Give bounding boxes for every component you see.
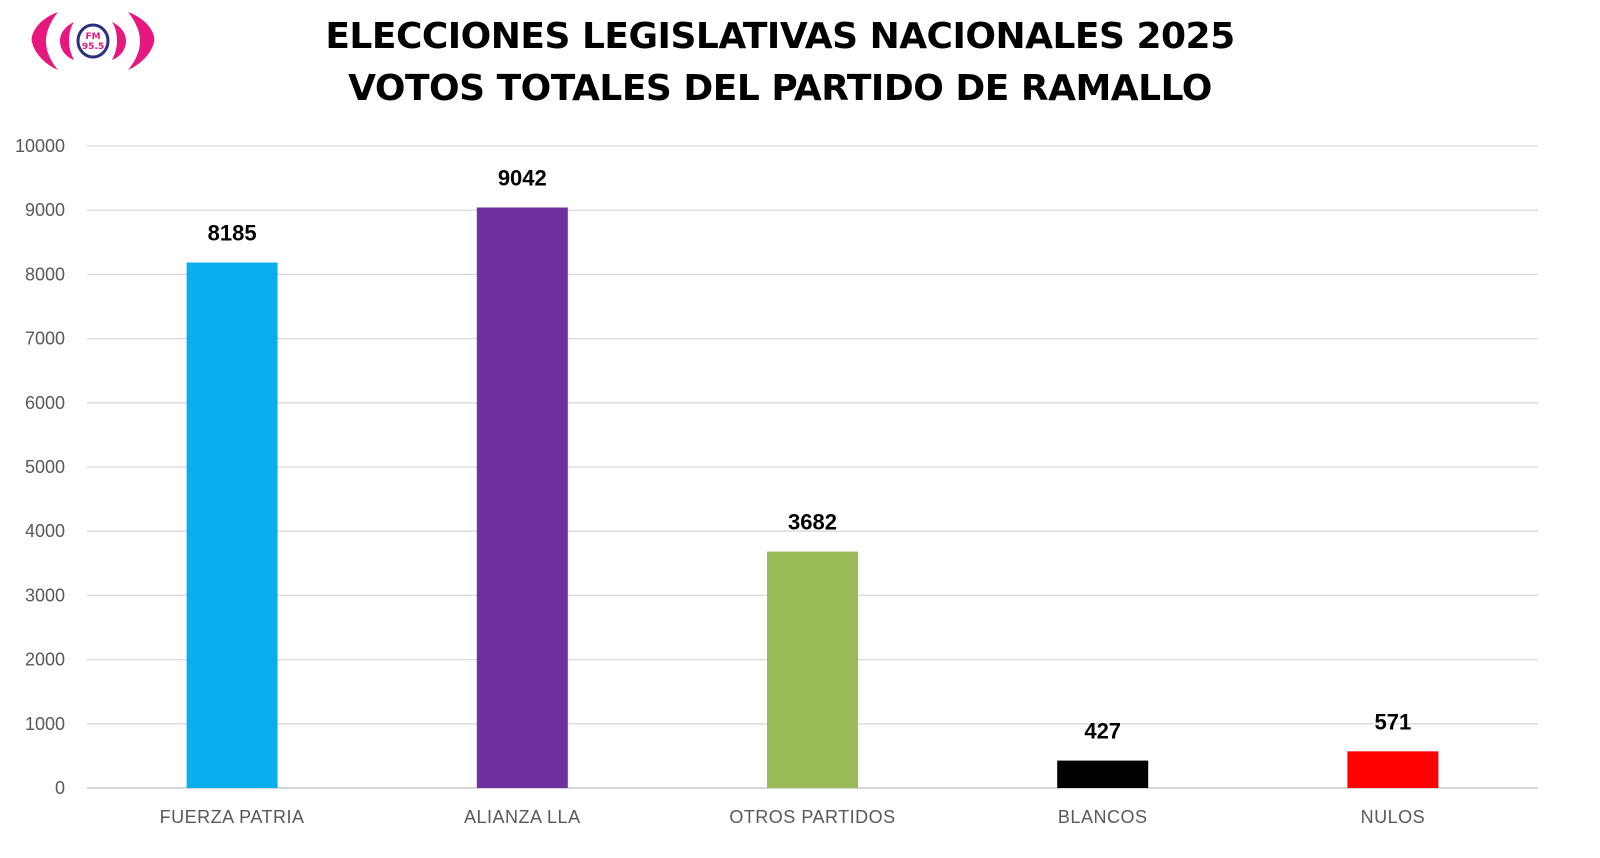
data-label: 3682: [788, 510, 837, 535]
x-tick-label: NULOS: [1361, 807, 1426, 827]
data-label: 8185: [208, 221, 257, 246]
y-tick-label: 3000: [25, 585, 65, 605]
bar-fuerza-patria: [186, 262, 278, 788]
y-tick-label: 8000: [25, 264, 65, 284]
x-tick-label: OTROS PARTIDOS: [729, 807, 895, 827]
chart-title: ELECCIONES LEGISLATIVAS NACIONALES 2025: [325, 16, 1235, 57]
x-tick-label: FUERZA PATRIA: [160, 807, 305, 827]
bar-blancos: [1057, 760, 1149, 788]
data-label: 9042: [498, 166, 547, 191]
y-tick-label: 1000: [25, 714, 65, 734]
radio-logo-icon: FM 95.5: [31, 12, 155, 70]
y-tick-label: 2000: [25, 650, 65, 670]
data-label: 571: [1375, 709, 1412, 734]
x-tick-label: ALIANZA LLA: [464, 807, 581, 827]
bar-nulos: [1347, 751, 1439, 788]
bar-otros-partidos: [767, 551, 858, 788]
chart-subtitle: VOTOS TOTALES DEL PARTIDO DE RAMALLO: [348, 68, 1212, 109]
y-tick-label: 5000: [25, 457, 65, 477]
bar-alianza-lla: [476, 207, 568, 788]
data-label: 427: [1084, 719, 1121, 744]
logo-text-top: FM: [85, 32, 100, 42]
y-tick-label: 4000: [25, 521, 65, 541]
y-tick-label: 9000: [25, 200, 65, 220]
y-tick-label: 0: [55, 778, 65, 798]
x-tick-label: BLANCOS: [1058, 807, 1148, 827]
y-tick-label: 7000: [25, 329, 65, 349]
y-tick-label: 10000: [15, 136, 65, 156]
y-tick-label: 6000: [25, 393, 65, 413]
logo-text-bottom: 95.5: [82, 42, 104, 52]
